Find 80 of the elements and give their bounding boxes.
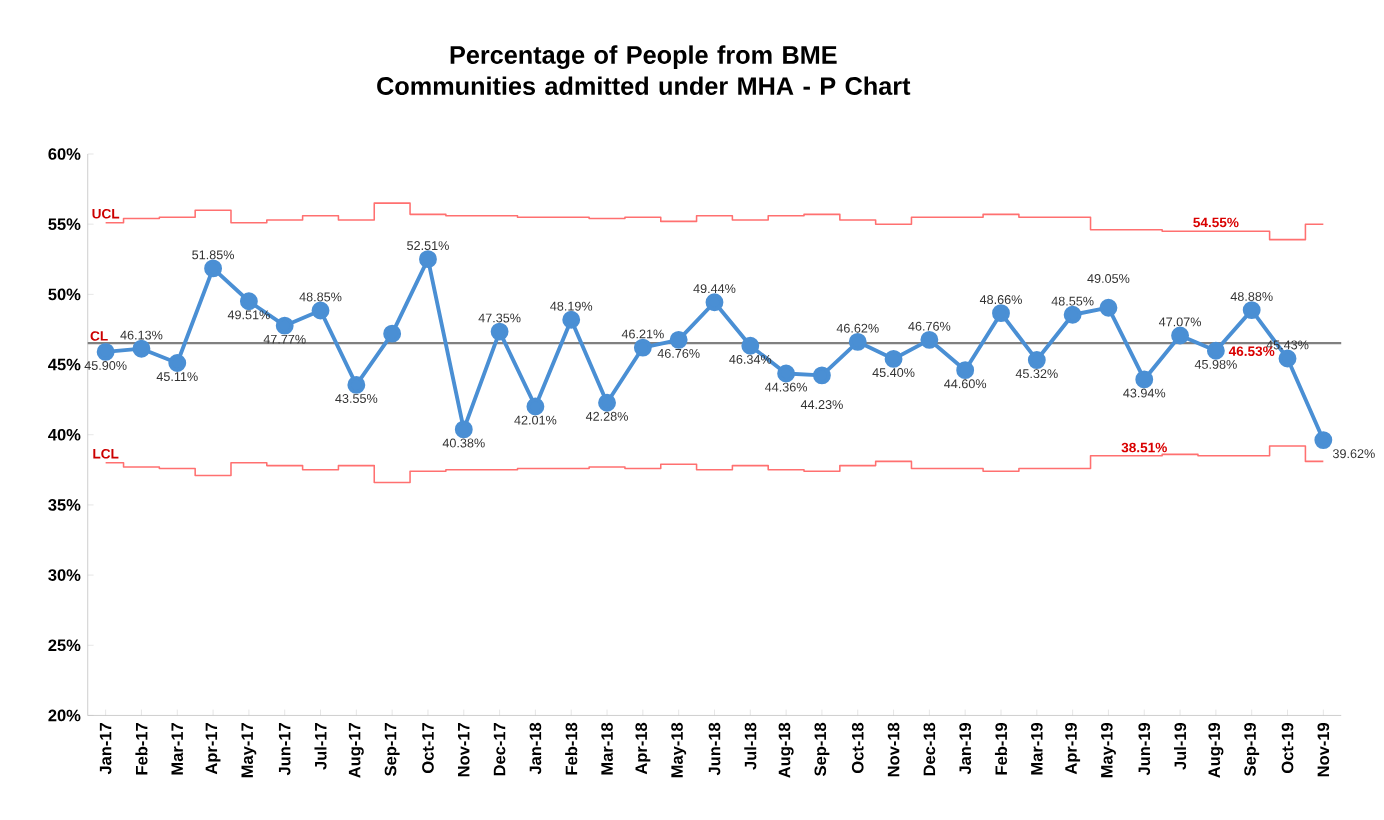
x-tick-label: Oct-19: [1281, 722, 1294, 773]
x-tick-label: Nov-19: [1317, 722, 1330, 776]
x-tick-label: Apr-19: [1065, 722, 1081, 774]
point: [848, 332, 867, 351]
x-tick-label: Jan-17: [99, 722, 112, 775]
point: [598, 393, 616, 412]
x-tick-label: Feb-17: [135, 722, 148, 775]
point: [347, 375, 366, 394]
y-tick-label: 55%: [48, 218, 81, 230]
y-tick-label: 25%: [48, 639, 81, 651]
x-tick-label: Feb-18: [565, 722, 578, 775]
x-tick-label: Nov-18: [887, 722, 900, 776]
point: [1314, 430, 1333, 449]
x-tick-label: Apr-18: [635, 722, 651, 774]
point: [1135, 370, 1154, 389]
x-tick-label: Oct-17: [422, 722, 434, 773]
x-tick-label: Jan-19: [959, 722, 972, 775]
x-tick-label: Dec-18: [923, 722, 936, 776]
x-tick-label: May-18: [671, 722, 687, 777]
point: [204, 259, 223, 277]
point: [562, 310, 581, 329]
point: [705, 292, 724, 311]
point: [132, 339, 151, 358]
x-tick-label: Sep-19: [1244, 722, 1260, 776]
point: [812, 366, 831, 384]
x-tick-label: Mar-19: [1030, 722, 1043, 775]
point: [526, 397, 545, 416]
x-tick-label: Aug-19: [1208, 722, 1224, 778]
point: [311, 301, 330, 320]
point: [490, 322, 509, 341]
x-tick-label: Jun-17: [278, 722, 291, 775]
x-tick-label: Jun-19: [1138, 722, 1151, 775]
x-tick-label: Apr-17: [205, 722, 221, 774]
point: [1206, 341, 1225, 360]
point: [992, 303, 1010, 322]
point: [956, 360, 975, 379]
point: [1027, 350, 1046, 369]
point: [96, 342, 115, 361]
point: [275, 316, 294, 335]
point: [1099, 298, 1118, 317]
y-tick-label: 40%: [48, 428, 81, 441]
x-tick-label: Jan-18: [529, 722, 542, 775]
point: [1063, 305, 1082, 324]
point: [454, 420, 473, 438]
x-tick-label: Mar-18: [601, 722, 613, 775]
x-tick-label: Dec-17: [493, 722, 506, 776]
x-tick-label: Aug-17: [348, 722, 364, 778]
point: [884, 349, 903, 368]
chart-title: Percentage of People from BME Communities admitted under MHA - P Chart: [377, 45, 911, 95]
x-tick-label: Jul-18: [744, 722, 757, 770]
x-tick-label: Jul-17: [314, 722, 327, 770]
point: [239, 291, 258, 310]
x-tick-label: Feb-19: [994, 722, 1008, 775]
y-tick-label: 50%: [48, 288, 81, 300]
point: [741, 336, 760, 355]
y-tick-label: 35%: [48, 498, 81, 511]
point: [777, 364, 796, 383]
y-tick-label: 20%: [48, 709, 81, 721]
point: [1171, 326, 1190, 345]
point: [168, 353, 187, 372]
x-tick-label: May-19: [1100, 722, 1116, 777]
point: [669, 330, 688, 349]
x-tick-label: Oct-18: [851, 722, 864, 773]
x-tick-label: Sep-17: [384, 722, 400, 776]
y-tick-label: 60%: [48, 147, 81, 160]
point: [419, 249, 437, 268]
point: [1242, 300, 1261, 319]
point: [920, 330, 939, 349]
point: [383, 324, 402, 343]
x-tick-label: Sep-18: [814, 722, 830, 776]
y-tick-label: 30%: [48, 568, 81, 581]
point: [1278, 349, 1297, 368]
x-tick-label: Mar-17: [171, 722, 184, 775]
y-tick-label: 45%: [48, 358, 81, 371]
x-tick-label: Aug-18: [778, 722, 794, 778]
x-tick-label: Jul-19: [1174, 722, 1187, 770]
x-tick-label: Jun-18: [708, 722, 721, 775]
x-tick-label: Nov-17: [458, 722, 470, 776]
point: [633, 338, 652, 357]
x-tick-label: May-17: [241, 722, 257, 777]
